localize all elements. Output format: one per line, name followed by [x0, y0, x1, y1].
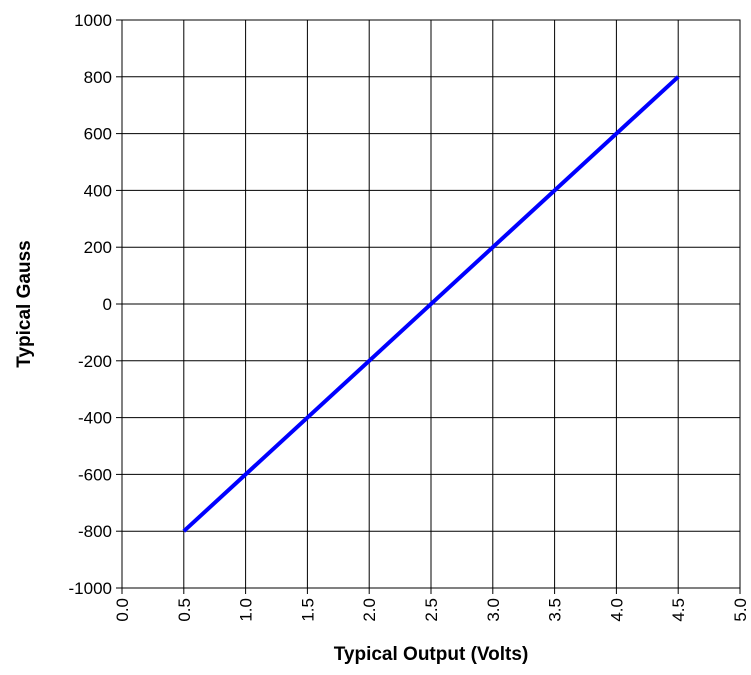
y-axis-title: Typical Gauss [14, 240, 35, 367]
y-tick-label: -600 [78, 465, 112, 484]
y-tick-label: -1000 [69, 579, 112, 598]
x-tick-label: 4.0 [607, 598, 626, 622]
y-tick-label: 800 [84, 68, 112, 87]
x-tick-label: 2.0 [360, 598, 379, 622]
x-tick-label: 2.5 [422, 598, 441, 622]
x-tick-label: 1.5 [298, 598, 317, 622]
series-group [182, 75, 680, 533]
y-tick-label: 1000 [74, 11, 112, 30]
y-tick-label: 600 [84, 125, 112, 144]
y-tick-label: 400 [84, 181, 112, 200]
y-tick-label: 200 [84, 238, 112, 257]
y-axis: -1000 -800 -600 -400 -200 0 200 400 600 800 1000 [69, 11, 122, 598]
x-tick-label: 5.0 [731, 598, 750, 622]
x-tick-label: 4.5 [669, 598, 688, 622]
x-tick-label: 1.0 [237, 598, 256, 622]
x-tick-label: 0.5 [175, 598, 194, 622]
x-tick-label: 0.0 [113, 598, 132, 622]
y-tick-label: -200 [78, 352, 112, 371]
y-tick-label: -800 [78, 522, 112, 541]
x-tick-label: 3.0 [484, 598, 503, 622]
x-axis: 0.0 0.5 1.0 1.5 2.0 2.5 3.0 3.5 4.0 4.5 5.0 [113, 588, 750, 622]
x-tick-label: 3.5 [546, 598, 565, 622]
y-tick-label: 0 [103, 295, 112, 314]
y-tick-label: -400 [78, 409, 112, 428]
series-line [182, 75, 680, 533]
x-axis-title: Typical Output (Volts) [334, 644, 529, 665]
